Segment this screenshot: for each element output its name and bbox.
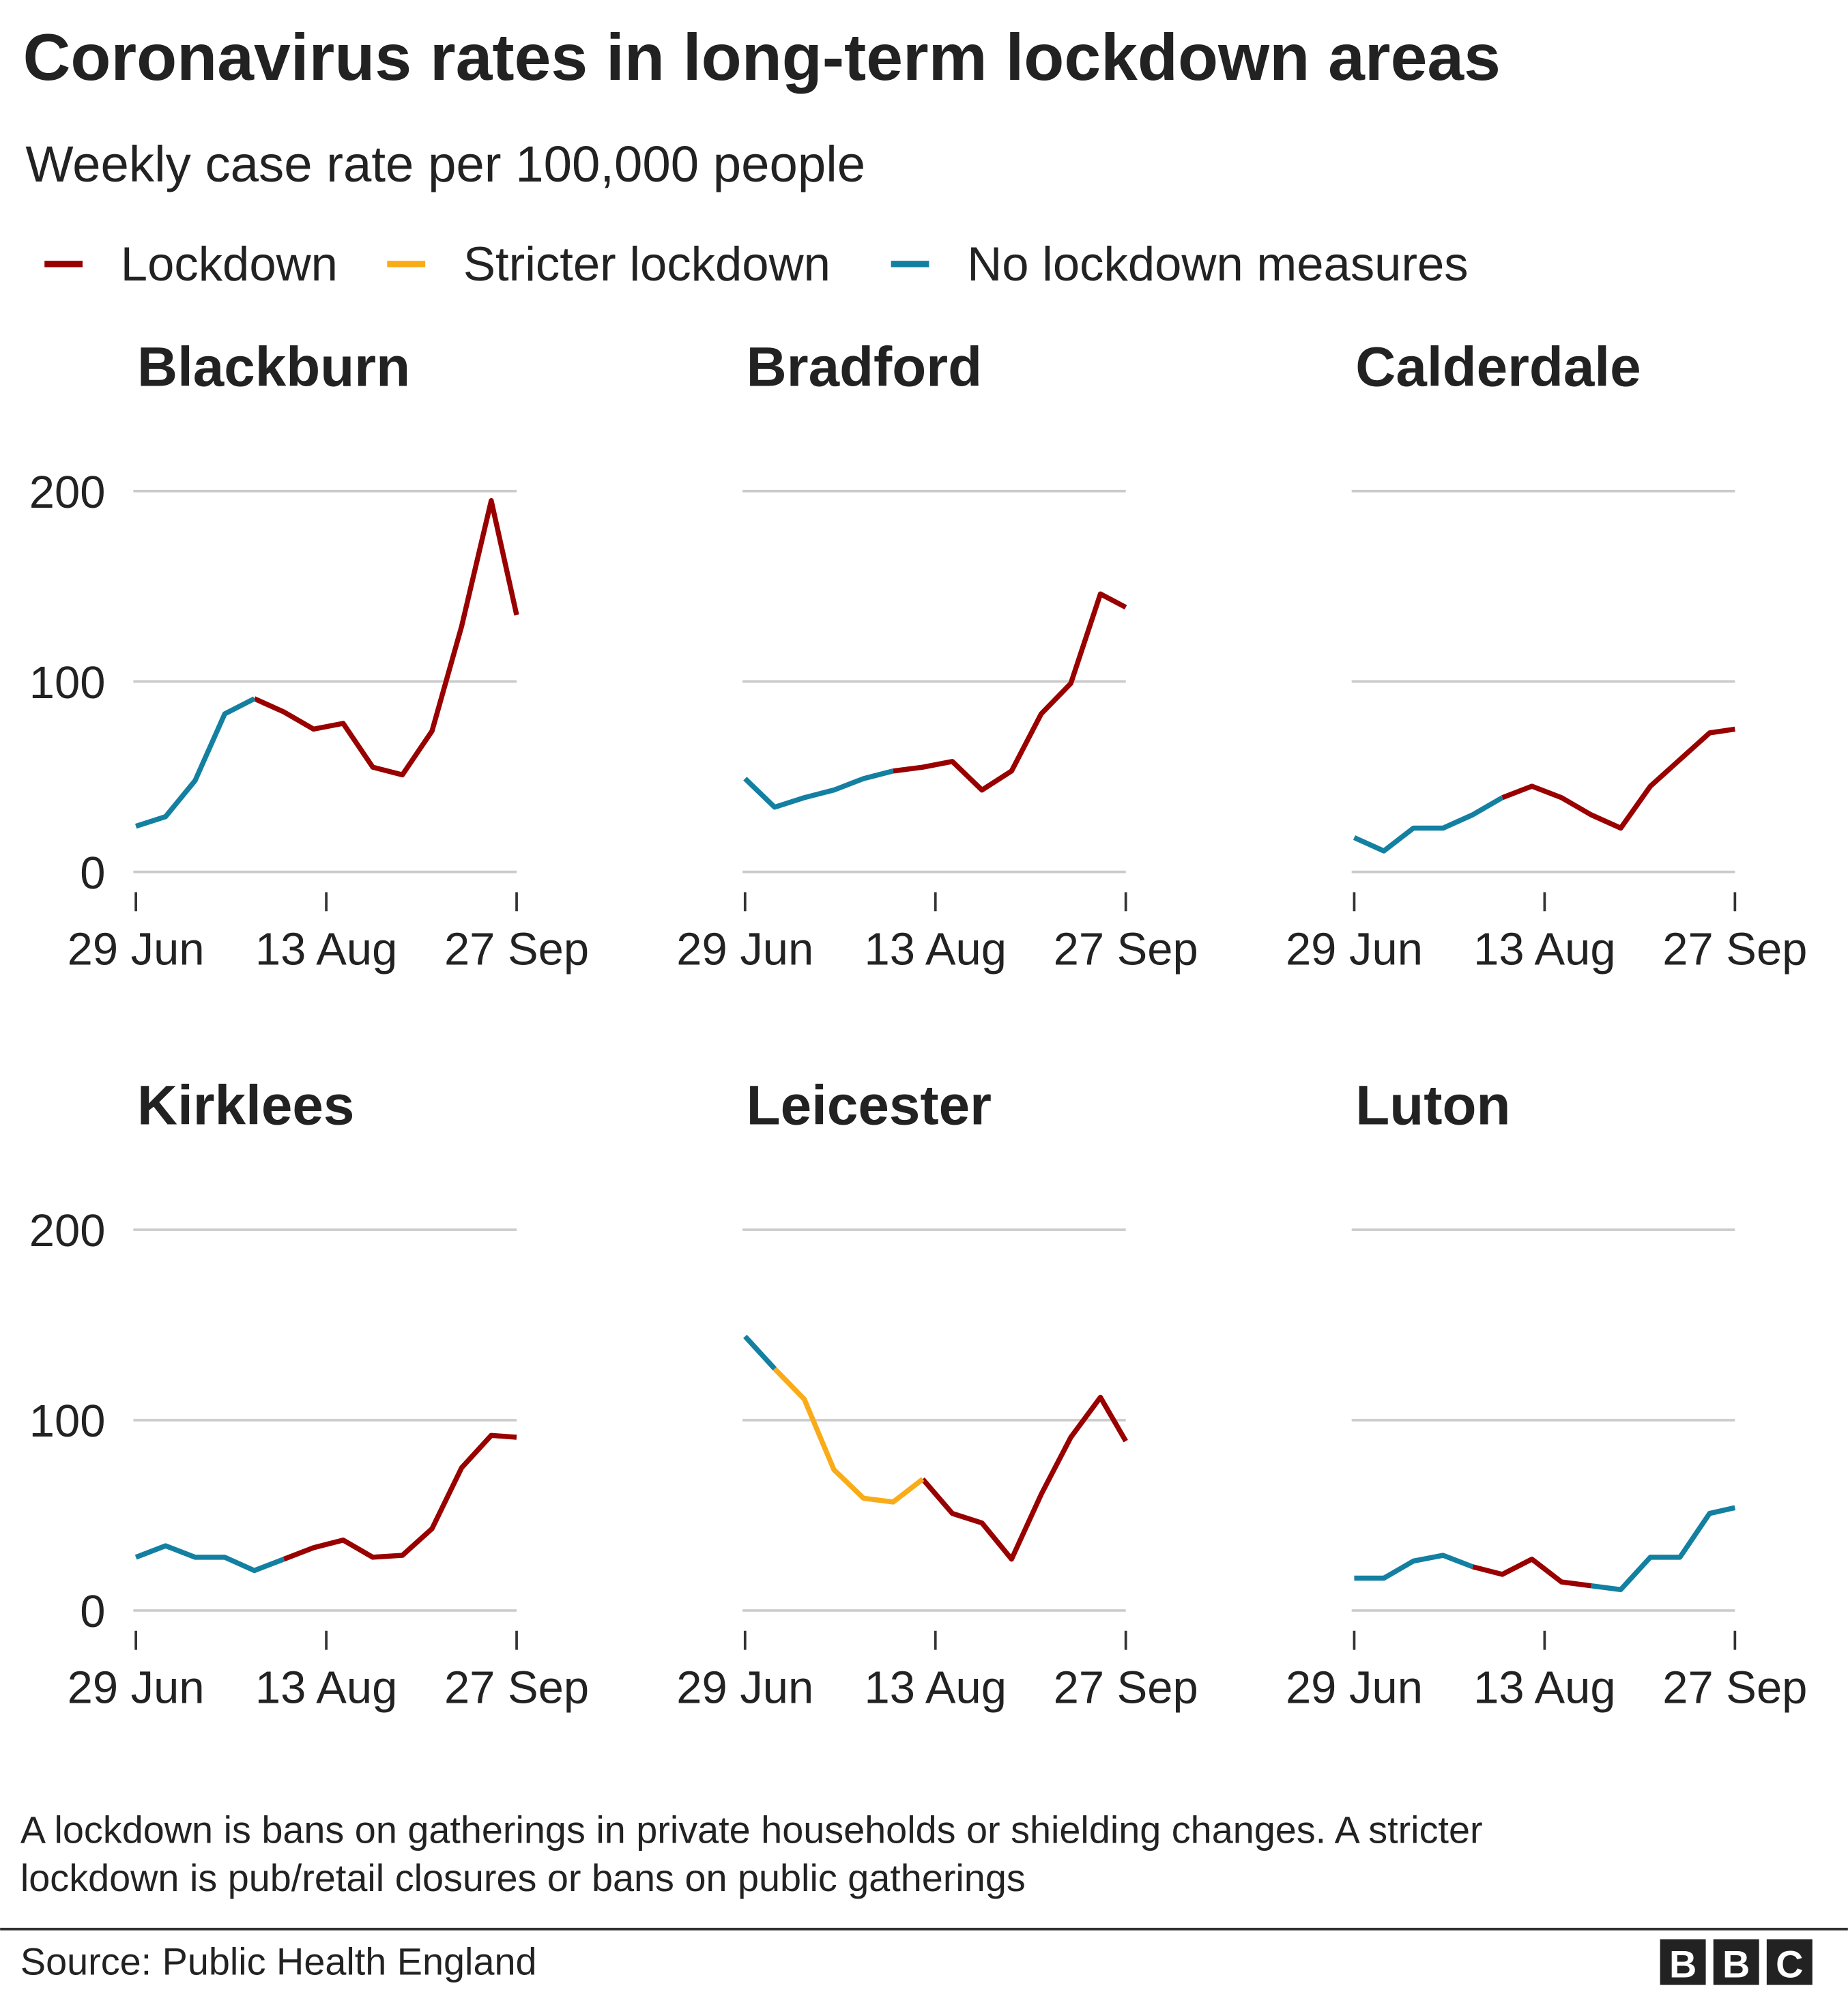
series-line [773, 1367, 925, 1505]
note: lockdown is pub/retail closures or bans … [20, 1856, 1026, 1899]
panel-title: Bradford [747, 336, 982, 398]
series-line [253, 498, 519, 778]
legend-label: Stricter lockdown [463, 237, 831, 291]
series-line [1354, 1505, 1736, 1592]
logo-letter: B [1669, 1942, 1697, 1985]
y-tick-label: 0 [80, 1586, 105, 1637]
y-tick-label: 100 [29, 1396, 106, 1447]
y-tick-label: 0 [80, 848, 105, 899]
panel-title: Calderdale [1355, 336, 1641, 398]
logo: B B C [1660, 1939, 1813, 1985]
x-tick-label: 27 Sep [444, 1662, 589, 1714]
x-tick-label: 27 Sep [1662, 1662, 1807, 1714]
series-line [1472, 1556, 1592, 1589]
logo-box [1660, 1939, 1706, 1985]
series-line [743, 1334, 777, 1371]
series-line [1353, 795, 1504, 854]
subtitle: Weekly case rate per 100,000 people [25, 136, 865, 192]
x-tick-label: 27 Sep [1054, 1662, 1198, 1714]
chart-title: Coronavirus rates in long-term lockdown … [23, 20, 1501, 94]
x-tick-label: 13 Aug [255, 1662, 397, 1714]
source: Source: Public Health England [20, 1940, 537, 1983]
legend-label: No lockdown measures [967, 237, 1468, 291]
x-tick-label: 27 Sep [1054, 923, 1198, 975]
series-line [134, 696, 256, 829]
x-tick-label: 13 Aug [1473, 1662, 1615, 1714]
series-line [921, 1394, 1128, 1562]
x-tick-label: 13 Aug [865, 1662, 1007, 1714]
panel-title: Leicester [747, 1075, 992, 1137]
y-tick-label: 200 [29, 1205, 106, 1256]
series-line [134, 1543, 285, 1574]
y-tick-label: 200 [29, 467, 106, 518]
panel-title: Blackburn [137, 336, 410, 398]
x-tick-label: 13 Aug [255, 923, 397, 975]
series-line [1501, 726, 1735, 831]
x-tick-label: 29 Jun [68, 1662, 205, 1714]
series-line [893, 591, 1127, 793]
x-tick-label: 27 Sep [1662, 923, 1807, 975]
x-tick-label: 29 Jun [676, 1662, 813, 1714]
x-tick-label: 13 Aug [865, 923, 1007, 975]
logo-letter: B [1722, 1942, 1750, 1985]
x-tick-label: 27 Sep [444, 923, 589, 975]
x-tick-label: 29 Jun [68, 923, 205, 975]
x-tick-label: 29 Jun [1286, 923, 1423, 975]
logo-box [1766, 1939, 1813, 1985]
series-line [743, 768, 894, 810]
x-tick-label: 29 Jun [676, 923, 813, 975]
x-tick-label: 29 Jun [1286, 1662, 1423, 1714]
note: A lockdown is bans on gatherings in priv… [20, 1808, 1483, 1851]
logo-letter: C [1776, 1942, 1803, 1985]
series-line [283, 1432, 517, 1562]
y-tick-label: 100 [29, 657, 106, 708]
logo-box [1713, 1939, 1759, 1985]
x-tick-label: 13 Aug [1473, 923, 1615, 975]
panel-title: Luton [1355, 1075, 1510, 1137]
legend-label: Lockdown [121, 237, 338, 291]
panel-title: Kirklees [137, 1075, 354, 1137]
